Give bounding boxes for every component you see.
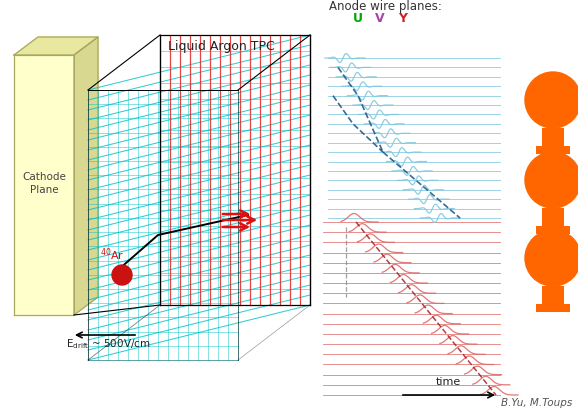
Text: $^{40}$Ar: $^{40}$Ar xyxy=(100,247,124,263)
Text: Cathode: Cathode xyxy=(22,172,66,182)
FancyBboxPatch shape xyxy=(542,128,564,146)
FancyBboxPatch shape xyxy=(536,304,570,312)
Text: Liquid Argon TPC: Liquid Argon TPC xyxy=(168,40,275,53)
Polygon shape xyxy=(14,37,98,55)
Text: V: V xyxy=(375,12,385,25)
Circle shape xyxy=(525,72,578,128)
FancyBboxPatch shape xyxy=(542,208,564,226)
FancyBboxPatch shape xyxy=(536,146,570,154)
Circle shape xyxy=(525,152,578,208)
Text: time: time xyxy=(435,377,461,387)
Text: B.Yu, M.Toups: B.Yu, M.Toups xyxy=(501,398,572,408)
Text: E$_{\rm drift}$ ~ 500V/cm: E$_{\rm drift}$ ~ 500V/cm xyxy=(66,337,150,351)
Text: Y: Y xyxy=(398,12,407,25)
Circle shape xyxy=(525,230,578,286)
Circle shape xyxy=(112,265,132,285)
FancyBboxPatch shape xyxy=(536,226,570,234)
Polygon shape xyxy=(14,55,74,315)
Text: Plane: Plane xyxy=(29,185,58,195)
Polygon shape xyxy=(74,37,98,315)
Text: U: U xyxy=(353,12,363,25)
Text: Anode wire planes:: Anode wire planes: xyxy=(328,0,442,13)
FancyBboxPatch shape xyxy=(542,286,564,304)
